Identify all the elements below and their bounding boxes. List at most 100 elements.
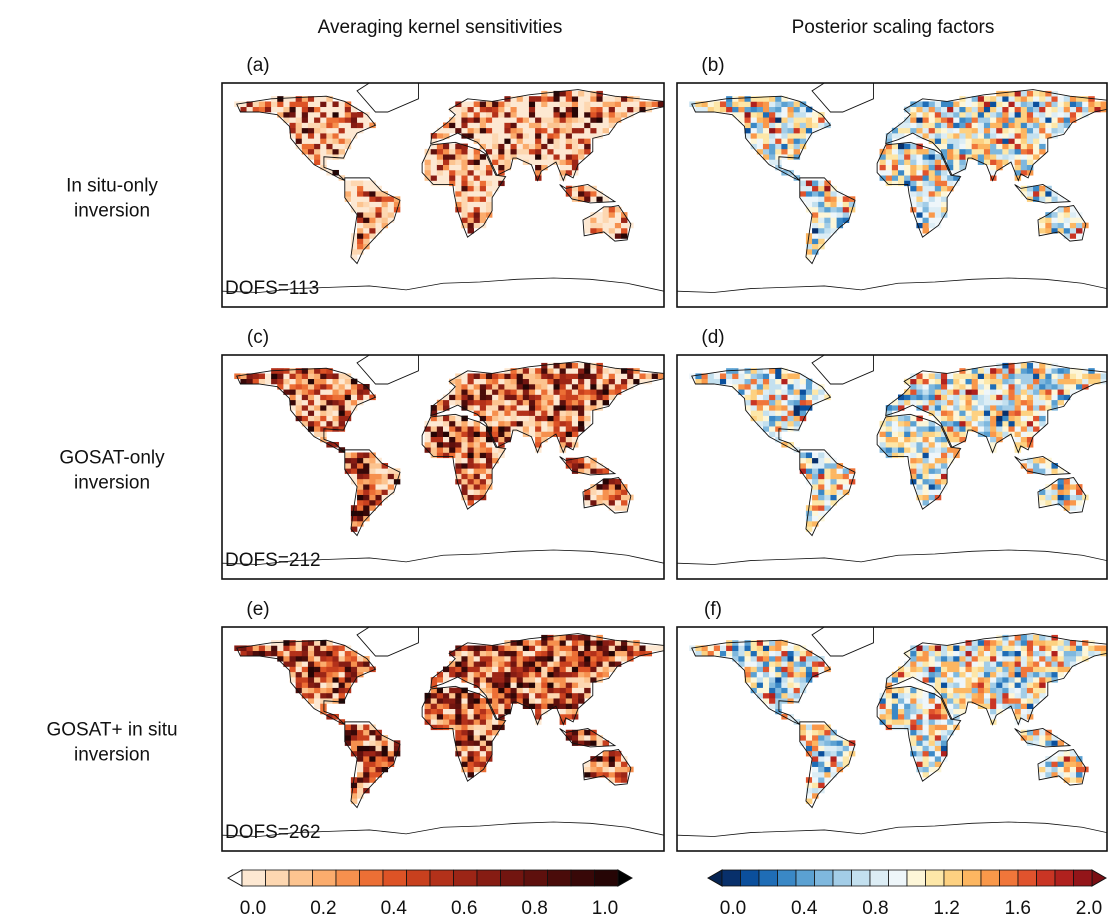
map-cell [363, 510, 370, 517]
map-cell [565, 661, 573, 667]
map-cell [614, 378, 622, 385]
map-cell [492, 708, 499, 715]
map-cell [584, 378, 591, 385]
map-cell [375, 222, 382, 229]
map-cell [922, 661, 929, 667]
map-cell [504, 101, 511, 108]
map-cell [516, 410, 524, 416]
map-cell [621, 771, 628, 778]
map-cell [836, 750, 844, 757]
map-cell [922, 745, 929, 752]
map-cell [959, 138, 966, 144]
map-cell [904, 415, 911, 422]
map-cell [891, 719, 899, 725]
map-cell [1020, 426, 1028, 432]
map-cell [971, 666, 979, 673]
map-cell [436, 687, 444, 694]
map-cell [307, 389, 315, 395]
map-cell [492, 101, 499, 108]
map-cell [584, 735, 591, 741]
map-cell [983, 655, 991, 662]
map-cell [516, 677, 524, 683]
map-cell [977, 143, 985, 150]
map-cell [553, 698, 560, 704]
map-cell [1002, 671, 1009, 678]
map-cell [627, 645, 634, 652]
map-cell [885, 180, 893, 187]
map-cell [596, 378, 603, 385]
map-cell [375, 494, 382, 501]
map-cell [436, 677, 444, 683]
map-cell [633, 106, 640, 113]
map-cell [1002, 117, 1009, 123]
map-cell [608, 640, 616, 646]
map-cell [590, 399, 597, 406]
map-cell [947, 415, 954, 422]
map-cell [928, 106, 936, 113]
map-cell [326, 671, 333, 678]
map-cell [707, 106, 715, 113]
map-cell [990, 122, 997, 129]
map-cell [608, 494, 616, 501]
map-cell [965, 698, 972, 704]
map-cell [879, 426, 887, 432]
map-cell [467, 494, 474, 501]
map-cell [357, 515, 364, 522]
coastline [236, 367, 377, 453]
map-cell [805, 243, 813, 250]
map-cell [732, 96, 739, 102]
map-cell [369, 766, 376, 773]
map-cell [258, 645, 266, 652]
map-cell [455, 687, 462, 694]
map-cell [983, 148, 991, 155]
map-cell [775, 703, 782, 709]
map-cell [940, 101, 948, 108]
map-cell [1002, 394, 1009, 401]
map-cell [769, 692, 776, 699]
map-cell [528, 682, 536, 688]
map-cell [775, 127, 782, 134]
map-cell [485, 724, 493, 731]
map-cell [898, 431, 905, 437]
map-cell [375, 217, 382, 223]
map-cell [947, 138, 954, 144]
map-cell [473, 468, 481, 474]
map-cell [461, 389, 468, 395]
map-cell [812, 111, 819, 118]
map-cell [947, 692, 954, 699]
map-cell [461, 175, 468, 181]
map-cell [1039, 766, 1046, 773]
map-cell [928, 703, 936, 709]
map-cell [799, 127, 807, 134]
map-cell [805, 378, 813, 385]
map-cell [510, 682, 517, 688]
map-cell [916, 436, 923, 443]
map-cell [547, 687, 554, 694]
map-cell [307, 640, 315, 646]
map-cell [326, 687, 333, 694]
map-cell [934, 687, 942, 694]
map-cell [732, 111, 739, 118]
map-cell [547, 122, 554, 129]
map-cell [657, 373, 664, 380]
map-cell [314, 383, 321, 390]
map-cell [983, 410, 991, 416]
map-cell [608, 96, 616, 102]
map-cell [959, 383, 966, 390]
map-cell [350, 666, 358, 673]
map-cell [449, 415, 456, 422]
map-cell [571, 122, 579, 129]
map-cell [775, 378, 782, 385]
map-cell [479, 175, 487, 181]
map-cell [928, 154, 936, 160]
map-cell [350, 196, 358, 202]
map-cell [492, 399, 499, 406]
map-cell [559, 634, 567, 641]
map-cell [738, 383, 745, 390]
map-cell [535, 405, 542, 411]
map-cell [571, 373, 579, 380]
map-cell [277, 655, 284, 662]
map-cell [369, 217, 376, 223]
map-cell [424, 719, 432, 725]
map-cell [369, 180, 376, 187]
